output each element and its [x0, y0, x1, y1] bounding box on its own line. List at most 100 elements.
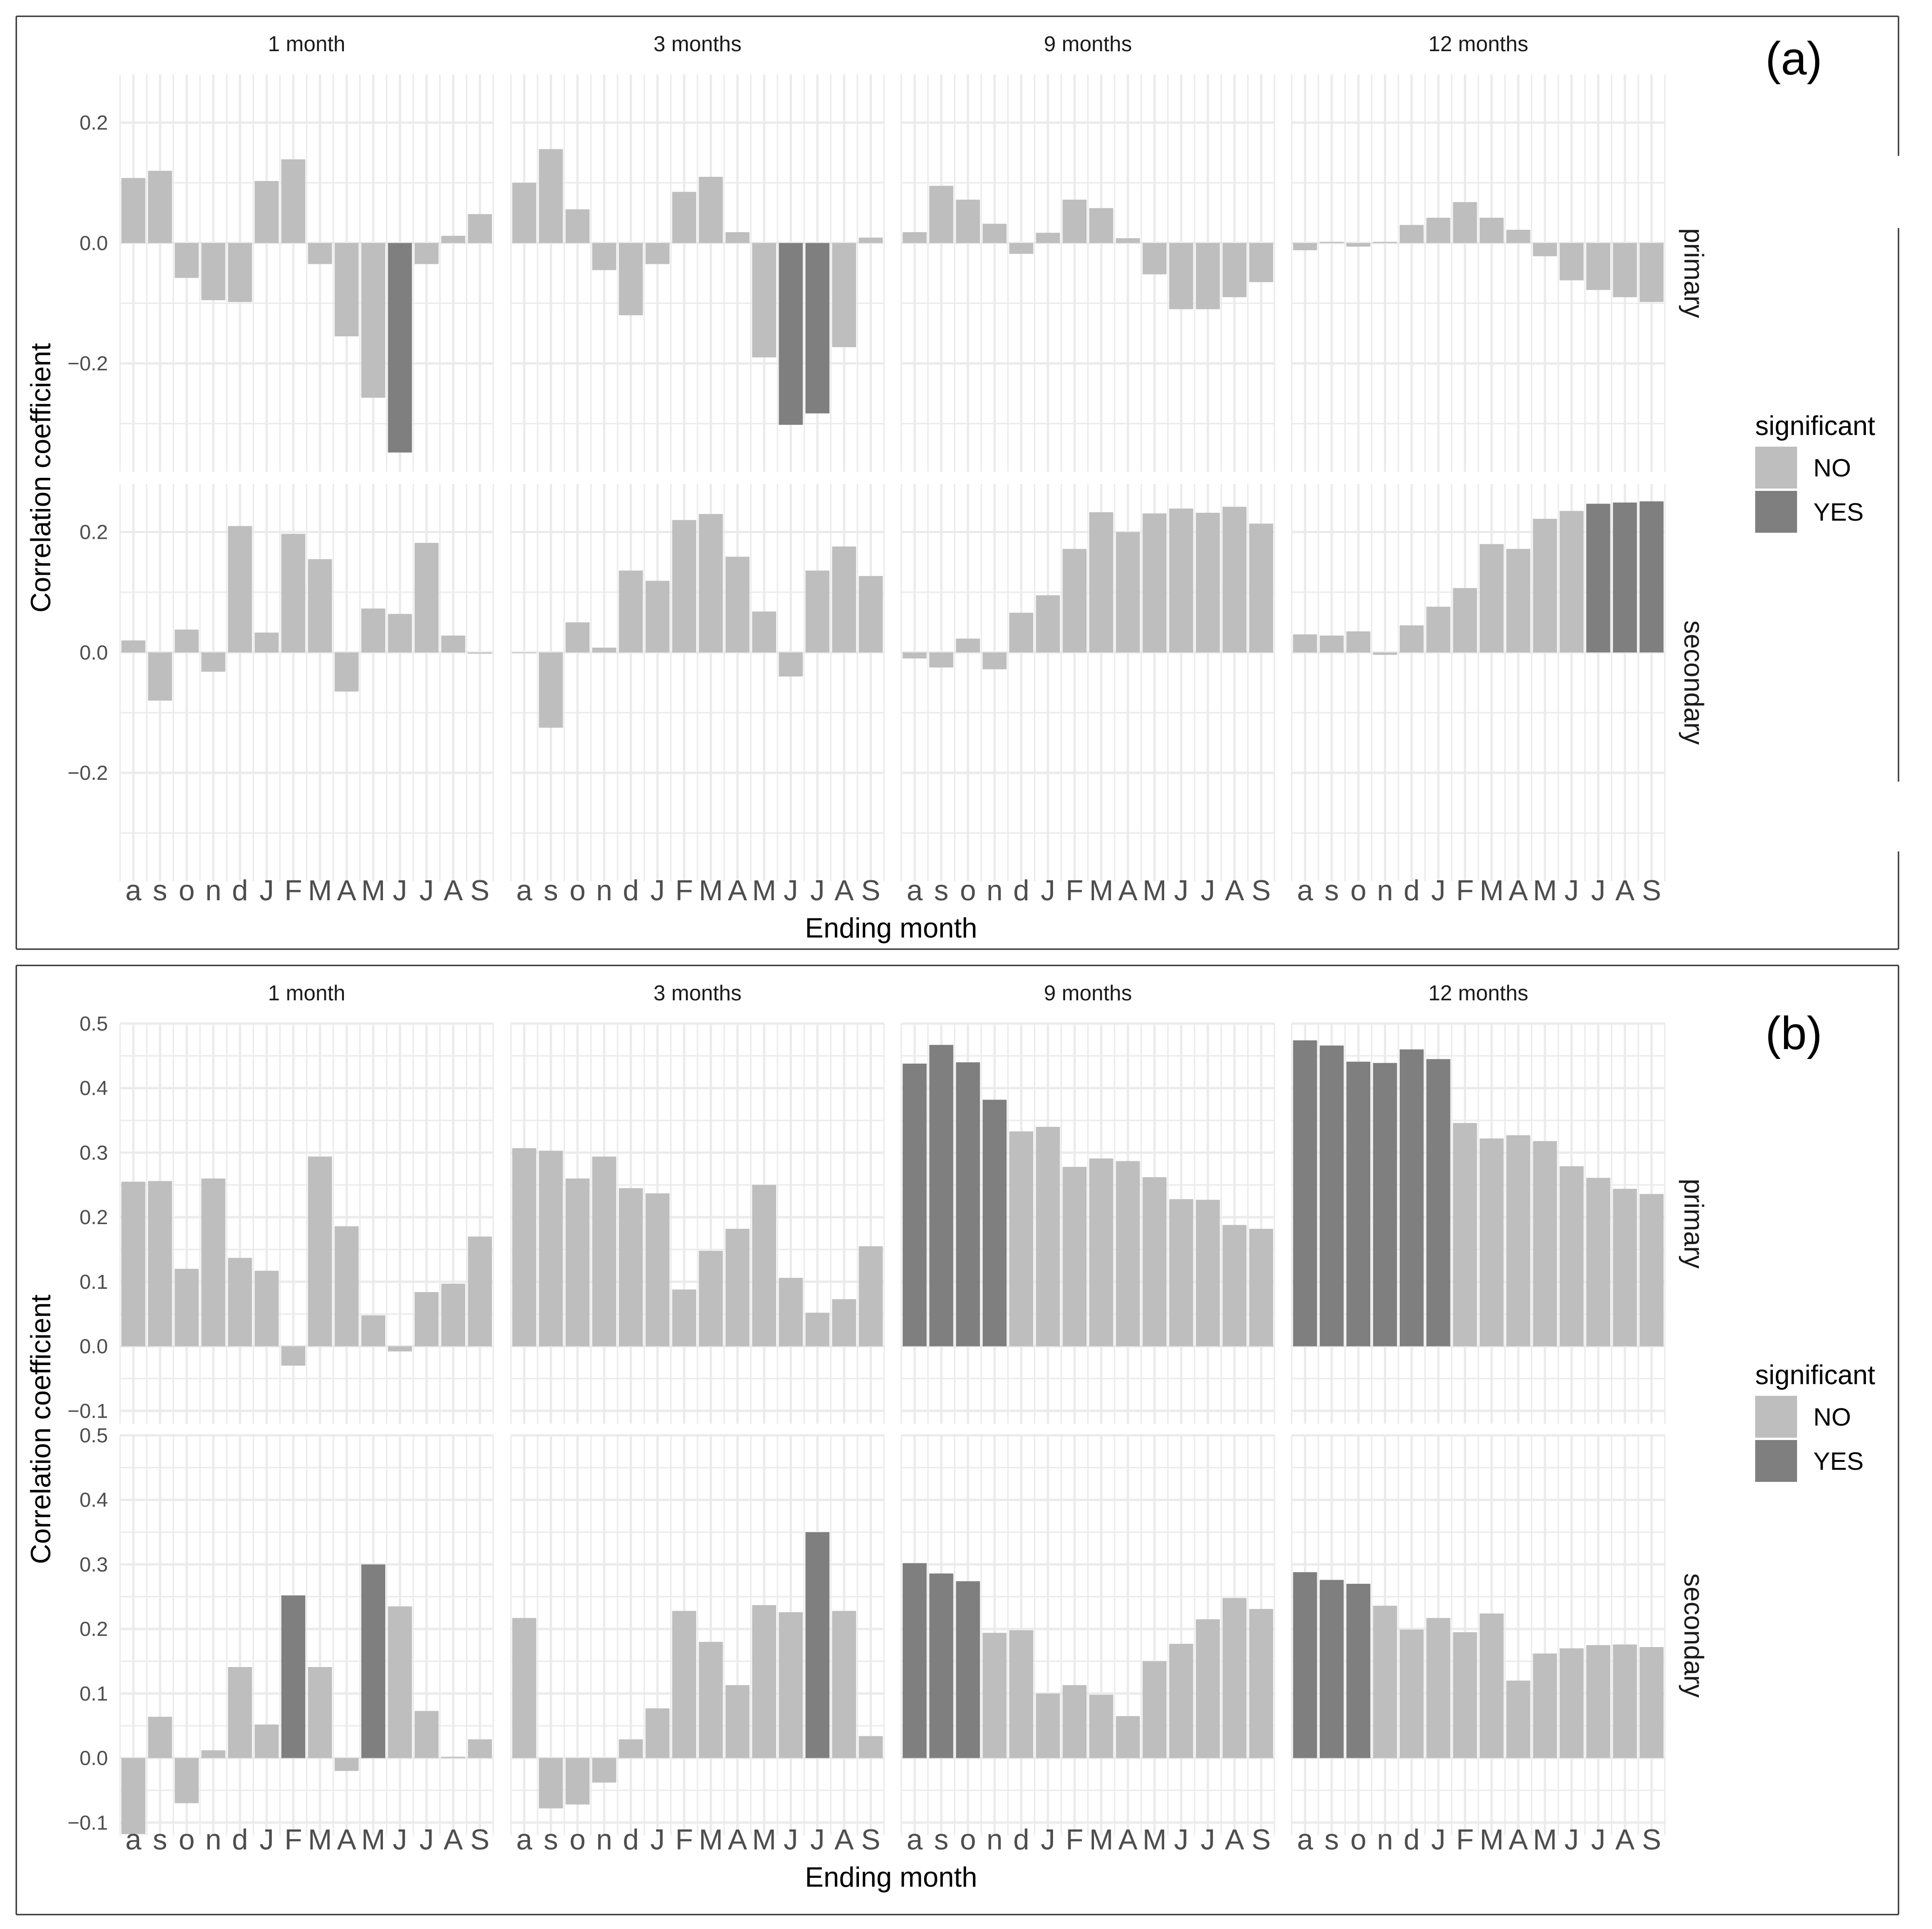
bar-d	[619, 1188, 643, 1346]
bar-S	[468, 652, 492, 654]
x-tick-label: J	[1591, 1824, 1605, 1856]
x-tick-label: J	[651, 1824, 665, 1856]
x-tick-label: A	[1615, 1824, 1635, 1856]
x-tick-label: M	[1480, 875, 1504, 907]
bar-S	[1639, 1194, 1664, 1346]
bar-s	[1320, 1580, 1344, 1758]
bar-J	[1036, 595, 1060, 653]
x-tick-label: a	[125, 875, 141, 907]
x-tick-label: d	[232, 875, 248, 907]
bar-J	[255, 632, 279, 653]
x-tick-label: s	[1324, 1824, 1339, 1856]
bar-A	[441, 1284, 465, 1346]
x-tick-label: a	[516, 1824, 532, 1856]
bar-n	[592, 647, 617, 653]
x-tick-label: a	[906, 1824, 923, 1856]
bar-d	[228, 1667, 252, 1758]
bar-d	[1400, 625, 1424, 653]
x-tick-label: J	[393, 875, 407, 907]
bar-A	[1222, 507, 1247, 653]
bar-A	[1506, 229, 1530, 243]
panel-secondary-1-month	[119, 1434, 494, 1835]
x-tick-label: n	[1377, 875, 1393, 907]
bar-J	[415, 243, 439, 264]
x-tick-label: J	[1564, 1824, 1579, 1856]
bar-F	[1062, 200, 1087, 243]
x-tick-label: n	[205, 1824, 221, 1856]
bar-J	[805, 570, 830, 653]
x-tick-label: s	[543, 1824, 558, 1856]
x-tick-label: M	[308, 875, 332, 907]
bar-M	[1089, 512, 1114, 653]
x-tick-label: d	[232, 1824, 248, 1856]
bar-o	[956, 200, 980, 243]
bar-o	[174, 243, 199, 278]
bar-J	[645, 1193, 670, 1346]
bar-d	[1009, 243, 1033, 254]
bar-a	[512, 182, 537, 243]
bar-A	[1222, 1598, 1247, 1758]
bar-M	[308, 1667, 332, 1758]
x-tick-label: A	[337, 1824, 356, 1856]
x-tick-label: J	[260, 875, 274, 907]
bar-o	[956, 1062, 980, 1346]
bar-a	[512, 1148, 537, 1346]
y-tick-label: 0.0	[80, 641, 108, 664]
x-axis-title: Ending month	[805, 912, 977, 944]
bar-M	[1533, 519, 1557, 653]
bar-A	[725, 1229, 750, 1346]
y-tick-label: 0.0	[80, 1335, 108, 1358]
bar-J	[805, 1532, 830, 1758]
x-tick-label: F	[1456, 875, 1474, 907]
x-tick-label: M	[1142, 875, 1167, 907]
bar-S	[468, 214, 492, 243]
bar-o	[174, 1758, 199, 1803]
bar-J	[255, 1271, 279, 1346]
bar-s	[539, 149, 563, 243]
bar-n	[592, 243, 617, 270]
bar-M	[698, 1641, 723, 1758]
bar-n	[592, 1156, 617, 1346]
bar-s	[929, 186, 953, 243]
y-tick-label: 0.2	[80, 521, 108, 544]
bar-s	[929, 1573, 953, 1758]
bar-d	[1009, 612, 1033, 653]
panel-primary-3-months	[510, 74, 885, 472]
chart-b: 1 month 3 months 9 months 12 months primary s…	[15, 964, 1899, 1916]
y-tick-label: 0.5	[80, 1012, 108, 1035]
x-tick-label: d	[1013, 1824, 1029, 1856]
bar-S	[1639, 1647, 1664, 1758]
row-label: primary	[1678, 1179, 1709, 1268]
bar-M	[752, 243, 776, 358]
x-tick-label: a	[125, 1824, 141, 1856]
x-tick-label: o	[570, 875, 585, 907]
x-tick-label: A	[443, 875, 463, 907]
row-label: secondary	[1678, 1573, 1709, 1698]
x-tick-label: s	[1324, 875, 1339, 907]
x-tick-label: a	[1297, 1824, 1313, 1856]
bar-s	[539, 652, 563, 728]
y-tick-label: 0.2	[80, 1206, 108, 1229]
bar-o	[565, 1758, 590, 1805]
bar-J	[1559, 1166, 1584, 1346]
y-tick-label: 0.4	[80, 1077, 108, 1100]
strip-label: 1 month	[268, 981, 345, 1005]
bar-M	[1479, 217, 1504, 243]
bar-d	[1400, 225, 1424, 243]
bar-A	[335, 1758, 359, 1771]
bar-M	[1089, 1695, 1114, 1758]
x-tick-label: J	[1201, 1824, 1215, 1856]
x-tick-label: S	[1252, 1824, 1271, 1856]
bar-J	[255, 1724, 279, 1758]
bar-A	[1613, 502, 1637, 653]
x-tick-label: M	[1533, 875, 1557, 907]
panel-primary-12-months	[1291, 74, 1666, 472]
bar-d	[228, 526, 252, 653]
bar-J	[805, 1313, 830, 1346]
bar-J	[1196, 243, 1220, 309]
bar-M	[1089, 208, 1114, 243]
bar-d	[1400, 1049, 1424, 1346]
bar-o	[174, 1269, 199, 1346]
bar-A	[441, 636, 465, 653]
bar-A	[1506, 549, 1530, 653]
